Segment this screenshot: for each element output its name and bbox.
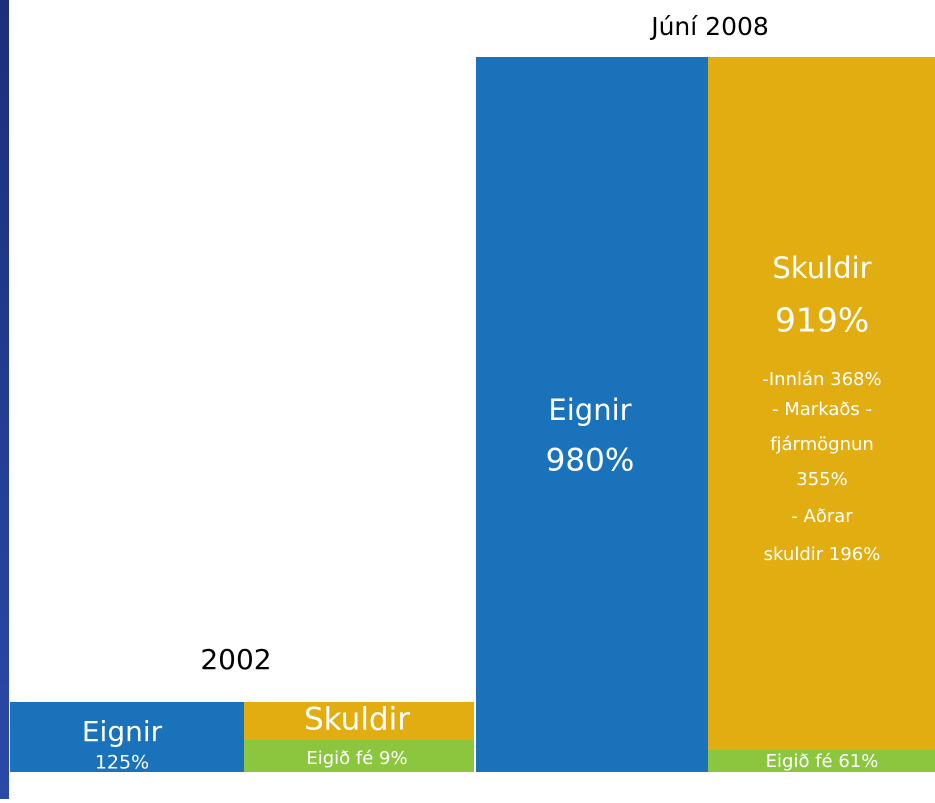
equity-label: Eigið fé 61% xyxy=(766,751,879,772)
detail-line: -Innlán 368% xyxy=(762,369,881,390)
assets-label: Eignir xyxy=(82,715,163,748)
assets-block xyxy=(10,702,244,772)
background-edge xyxy=(0,0,9,799)
detail-line: skuldir 196% xyxy=(764,544,881,565)
detail-line: fjármögnun xyxy=(770,434,874,455)
assets-label: Eignir xyxy=(548,393,631,427)
assets-value: 125% xyxy=(95,752,149,774)
group-title: Júní 2008 xyxy=(649,12,769,41)
liabilities-label: Skuldir xyxy=(772,251,871,285)
detail-line: 355% xyxy=(796,469,847,490)
liabilities-block xyxy=(708,57,935,750)
liabilities-details: -Innlán 368% - Markaðs - fjármögnun 355% - A… xyxy=(762,369,881,565)
equity-label: Eigið fé 9% xyxy=(306,748,407,769)
assets-value: 980% xyxy=(546,443,635,479)
liabilities-block xyxy=(244,702,474,740)
detail-line: - Aðrar xyxy=(791,506,853,527)
detail-line: - Markaðs - xyxy=(772,399,872,420)
assets-block xyxy=(476,57,708,772)
liabilities-value: 919% xyxy=(775,301,869,340)
group-title: 2002 xyxy=(200,643,271,676)
equity-block xyxy=(708,750,935,772)
equity-block xyxy=(244,740,474,772)
liabilities-label: Skuldir xyxy=(304,702,410,738)
